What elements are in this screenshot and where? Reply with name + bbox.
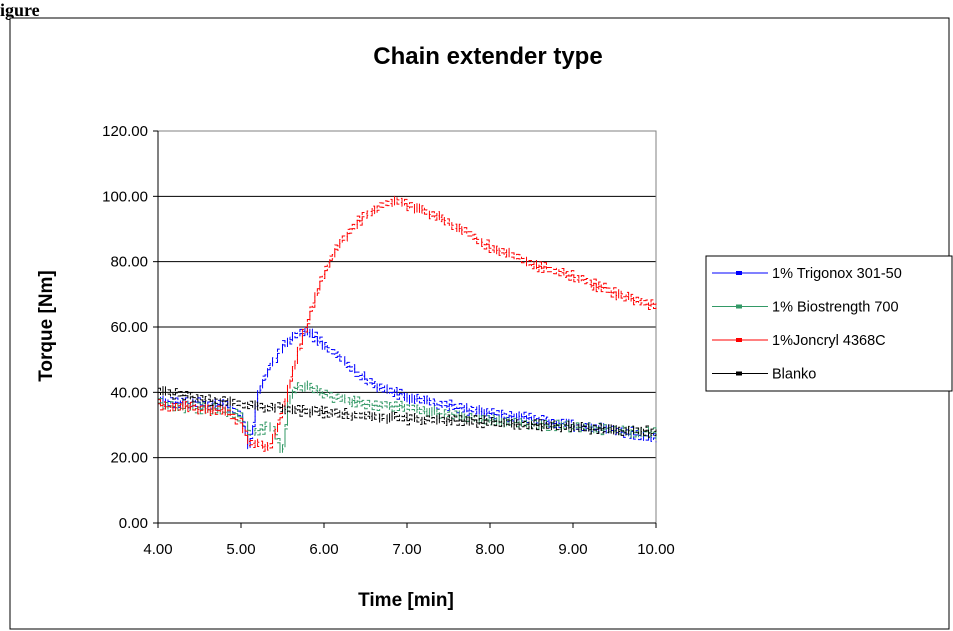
y-tick-label: 40.00 — [110, 384, 148, 401]
series-0 — [158, 326, 657, 450]
legend-label: Blanko — [772, 367, 816, 383]
x-tick-label: 5.00 — [226, 541, 255, 558]
legend-swatch-marker — [736, 304, 742, 309]
legend: 1% Trigonox 301-50 1% Biostrength 700 1%Jo… — [705, 255, 953, 392]
y-tick-label: 80.00 — [110, 254, 148, 271]
x-tick-label: 7.00 — [392, 541, 421, 558]
figure-caption-fragment: igure — [0, 0, 40, 20]
series-group — [158, 195, 657, 454]
y-tick-labels: 0.00 20.00 40.00 60.00 80.00 100.00 120.00 — [102, 123, 158, 532]
legend-label: 1%Joncryl 4368C — [772, 333, 886, 349]
y-tick-label: 60.00 — [110, 319, 148, 336]
x-tick-labels: 4.00 5.00 6.00 7.00 8.00 9.00 10.00 — [143, 523, 675, 558]
series-3 — [158, 385, 657, 439]
legend-box — [705, 255, 953, 392]
series-line — [158, 389, 657, 439]
chart-title: Chain extender type — [373, 43, 602, 70]
y-tick-label: 120.00 — [102, 123, 148, 140]
legend-swatch-marker — [736, 371, 742, 376]
y-tick-label: 20.00 — [110, 450, 148, 467]
series-line — [158, 326, 657, 445]
x-axis-title: Time [min] — [358, 590, 454, 611]
series-2 — [158, 195, 657, 452]
x-tick-label: 6.00 — [309, 541, 338, 558]
y-tick-label: 0.00 — [119, 515, 148, 532]
legend-swatch-marker — [736, 338, 742, 342]
x-tick-label: 8.00 — [475, 541, 504, 558]
y-axis-title: Torque [Nm] — [36, 270, 57, 382]
legend-label: 1% Trigonox 301-50 — [772, 266, 902, 282]
legend-label: 1% Biostrength 700 — [772, 300, 899, 316]
legend-swatch-marker — [736, 271, 742, 275]
series-line — [158, 330, 657, 450]
x-tick-label: 9.00 — [558, 541, 587, 558]
series-line — [158, 195, 657, 448]
series-line — [158, 200, 657, 452]
x-tick-label: 4.00 — [143, 541, 172, 558]
y-tick-label: 100.00 — [102, 188, 148, 205]
x-tick-label: 10.00 — [637, 541, 675, 558]
